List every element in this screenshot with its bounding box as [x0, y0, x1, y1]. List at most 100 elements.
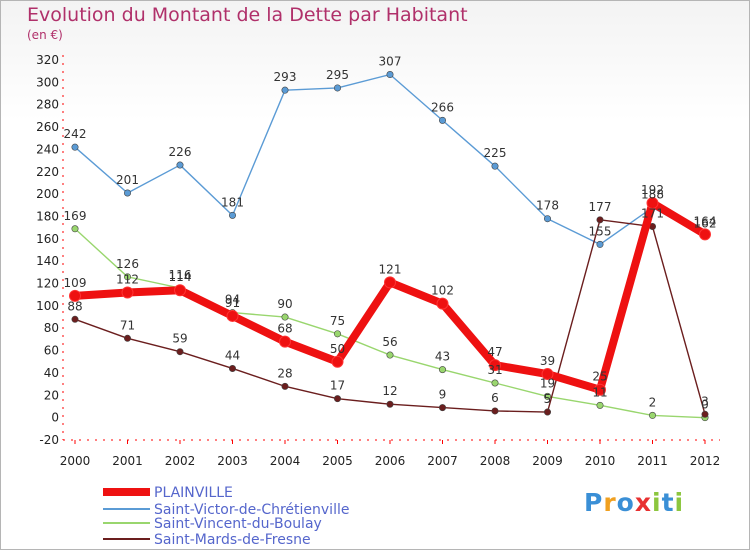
data-label: 90 — [277, 297, 292, 311]
y-tick-label: 220 — [36, 165, 59, 179]
data-label: 5 — [544, 392, 552, 406]
data-label: 44 — [225, 348, 240, 362]
data-label: 109 — [64, 276, 87, 290]
data-label: 171 — [641, 207, 664, 221]
data-point — [646, 197, 659, 210]
data-point — [333, 84, 341, 92]
y-tick-label: 300 — [36, 75, 59, 89]
data-label: 43 — [435, 350, 450, 364]
y-tick-label: 180 — [36, 209, 59, 223]
y-tick-label: 260 — [36, 120, 59, 134]
axes — [62, 55, 720, 441]
data-point — [438, 116, 446, 124]
y-tick-label: 320 — [36, 53, 59, 67]
data-point — [226, 309, 239, 322]
y-tick-label: 60 — [44, 344, 59, 358]
x-tick-label: 2007 — [427, 454, 458, 468]
data-label: 155 — [589, 224, 612, 238]
data-point — [386, 400, 394, 408]
y-tick-label: 0 — [51, 411, 59, 425]
data-point — [121, 286, 134, 299]
data-label: 164 — [694, 214, 717, 228]
data-point — [71, 225, 79, 233]
data-label: 114 — [169, 270, 192, 284]
data-label: 68 — [277, 322, 292, 336]
data-label: 17 — [330, 379, 345, 393]
chart-subtitle: (en €) — [27, 28, 63, 42]
logo-letter: x — [634, 488, 652, 517]
data-label: 59 — [172, 332, 187, 346]
data-label: 47 — [487, 345, 502, 359]
y-tick-label: 140 — [36, 254, 59, 268]
y-tick-label: 80 — [44, 321, 59, 335]
x-tick-label: 2008 — [480, 454, 511, 468]
data-point — [331, 355, 344, 368]
y-tick-label: 240 — [36, 142, 59, 156]
y-tick-label: 200 — [36, 187, 59, 201]
data-point — [543, 215, 551, 223]
data-label: 162 — [694, 217, 717, 231]
data-point — [489, 359, 501, 372]
data-point — [491, 379, 499, 387]
data-label: 50 — [330, 342, 345, 356]
data-label: 28 — [277, 366, 292, 380]
data-point — [281, 313, 289, 321]
data-point — [701, 410, 709, 418]
data-label: 6 — [491, 391, 499, 405]
series-line-2 — [74, 73, 706, 246]
data-label: 121 — [379, 262, 402, 276]
y-tick-label: 120 — [36, 277, 59, 291]
data-label: 266 — [431, 100, 454, 114]
x-tick-label: 2011 — [637, 454, 668, 468]
data-label: 56 — [382, 335, 397, 349]
x-tick-label: 2010 — [585, 454, 616, 468]
data-label: 39 — [540, 354, 555, 368]
y-tick-label: 20 — [44, 388, 59, 402]
data-label: 295 — [326, 68, 349, 82]
legend-label: Saint-Vincent-du-Boulay — [154, 516, 322, 532]
x-tick-label: 2006 — [375, 454, 406, 468]
legend-label: Saint-Mards-de-Fresne — [154, 532, 311, 548]
x-tick-label: 2009 — [532, 454, 563, 468]
x-tick-label: 2001 — [112, 454, 143, 468]
x-tick-label: 2005 — [322, 454, 353, 468]
data-label: 31 — [487, 363, 502, 377]
data-point — [279, 335, 291, 348]
data-point — [333, 395, 341, 403]
logo-letter: t — [661, 488, 675, 517]
data-point — [174, 284, 186, 297]
data-label: 94 — [225, 293, 240, 307]
data-label: 91 — [225, 296, 240, 310]
logo-letter: i — [652, 488, 662, 517]
logo-letter: r — [603, 488, 617, 517]
x-tick-label: 2003 — [217, 454, 248, 468]
logo-letter: P — [584, 488, 604, 517]
data-label: 12 — [382, 384, 397, 398]
data-point — [333, 330, 341, 338]
data-point — [124, 334, 132, 342]
data-point — [229, 211, 237, 219]
data-label: 307 — [379, 55, 402, 69]
data-point — [71, 143, 79, 151]
data-point — [69, 289, 81, 302]
data-point — [436, 297, 449, 310]
data-point — [438, 404, 446, 412]
data-label: 75 — [330, 314, 345, 328]
data-label: 177 — [589, 200, 612, 214]
data-label: 188 — [641, 188, 664, 202]
data-point — [596, 240, 604, 248]
data-point — [124, 189, 132, 197]
data-point — [229, 364, 237, 372]
legend: PLAINVILLESaint-Victor-de-ChrétienvilleS… — [103, 485, 349, 548]
x-tick-label: 2002 — [165, 454, 196, 468]
data-label: 71 — [120, 318, 135, 332]
data-point — [594, 383, 606, 396]
data-point — [281, 86, 289, 94]
data-label: 201 — [116, 173, 139, 187]
data-label: 2 — [649, 395, 657, 409]
legend-label: Saint-Victor-de-Chrétienville — [154, 502, 349, 518]
data-label: 116 — [169, 268, 192, 282]
data-point — [596, 401, 604, 409]
data-point — [541, 368, 554, 381]
